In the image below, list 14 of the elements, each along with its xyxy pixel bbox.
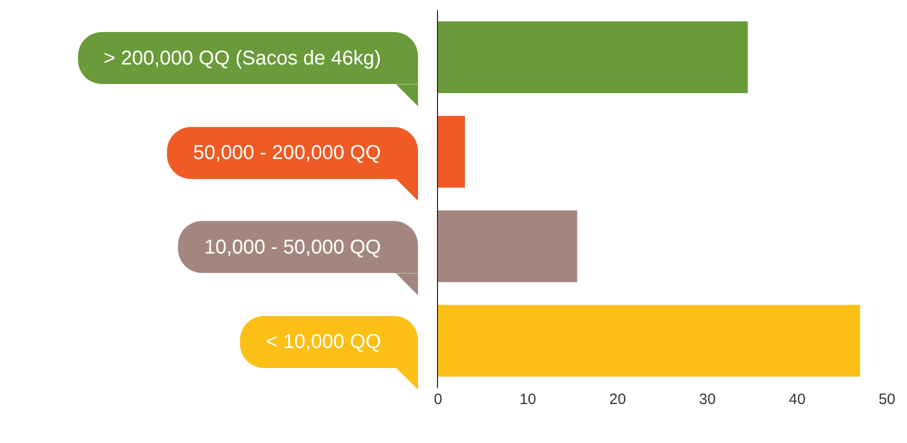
y-tick-label: 50,000 - 200,000 QQ (193, 142, 381, 164)
x-tick-label: 40 (788, 391, 806, 408)
bar (438, 304, 860, 377)
x-tick-label: 10 (519, 391, 536, 408)
x-tick-label: 20 (609, 391, 626, 408)
y-tick-label: > 200,000 QQ (Sacos de 46kg) (104, 47, 381, 70)
x-tick-label: 0 (434, 391, 442, 408)
y-tick-label: 10,000 - 50,000 QQ (204, 236, 381, 258)
bar (438, 21, 748, 94)
bar (438, 116, 465, 188)
x-tick-label: 30 (699, 391, 716, 408)
bar (438, 210, 578, 282)
y-tick-label: < 10,000 QQ (266, 330, 381, 353)
x-tick-label: 50 (878, 391, 896, 408)
